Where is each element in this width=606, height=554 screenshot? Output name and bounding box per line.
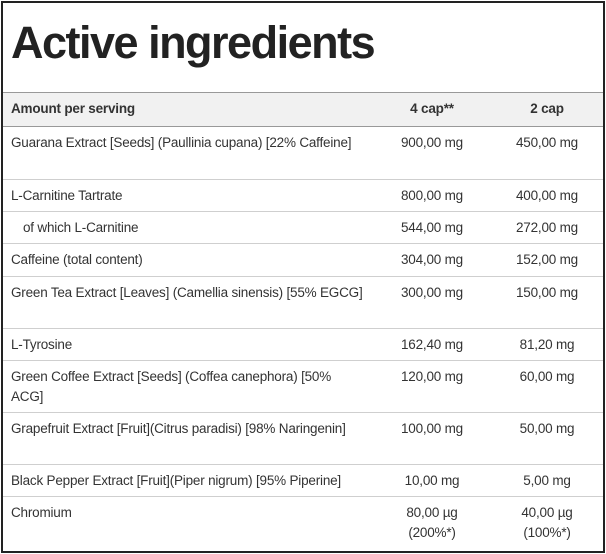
header-row: Amount per serving 4 cap** 2 cap bbox=[3, 92, 603, 127]
table-row: Guarana Extract [Seeds] (Paullinia cupan… bbox=[3, 126, 603, 180]
title: Active ingredients bbox=[11, 17, 376, 68]
table-row: Caffeine (total content) 304,00 mg 152,00 … bbox=[3, 243, 603, 277]
header-cell: 4 cap** bbox=[373, 92, 491, 127]
amount-cell: 10,00 mg bbox=[373, 464, 491, 497]
ingredient-cell: Grapefruit Extract [Fruit](Citrus paradi… bbox=[3, 412, 373, 465]
amount-cell: 40,00 µg (100%*) bbox=[491, 497, 603, 549]
table-row: Grapefruit Extract [Fruit](Citrus paradi… bbox=[3, 412, 603, 465]
amount: 900,00 mg bbox=[401, 135, 463, 150]
amount: 544,00 mg bbox=[401, 220, 463, 235]
amount: 450,00 mg bbox=[516, 135, 578, 150]
header-cell: 2 cap bbox=[491, 92, 603, 127]
amount-cell: 100,00 mg bbox=[373, 412, 491, 465]
amount: 400,00 mg bbox=[516, 188, 578, 203]
ingredient-cell: L-Tyrosine bbox=[3, 328, 373, 361]
amount: 40,00 µg (100%*) bbox=[521, 505, 573, 540]
amount: 152,00 mg bbox=[516, 252, 578, 267]
amount: 272,00 mg bbox=[516, 220, 578, 235]
amount-cell: 544,00 mg bbox=[373, 211, 491, 244]
amount-cell: 400,00 mg bbox=[491, 179, 603, 212]
amount-cell: 304,00 mg bbox=[373, 243, 491, 277]
amount: 150,00 mg bbox=[516, 285, 578, 300]
table-row: L-Carnitine Tartrate 800,00 mg 400,00 mg bbox=[3, 179, 603, 212]
ingredient-cell: Guarana Extract [Seeds] (Paullinia cupan… bbox=[3, 126, 373, 180]
table-row: Green Coffee Extract [Seeds] (Coffea can… bbox=[3, 360, 603, 413]
amount: 300,00 mg bbox=[401, 285, 463, 300]
amount: 120,00 mg bbox=[401, 369, 463, 384]
amount-cell: 162,40 mg bbox=[373, 328, 491, 361]
amount: 5,00 mg bbox=[523, 473, 571, 488]
amount-cell: 300,00 mg bbox=[373, 276, 491, 329]
table-row: L-Tyrosine 162,40 mg 81,20 mg bbox=[3, 328, 603, 361]
amount-cell: 150,00 mg bbox=[491, 276, 603, 329]
amount-cell: 450,00 mg bbox=[491, 126, 603, 180]
amount-cell: 80,00 µg (200%*) bbox=[373, 497, 491, 549]
amount: 80,00 µg (200%*) bbox=[406, 505, 458, 540]
amount-cell: 60,00 mg bbox=[491, 360, 603, 413]
ingredient-cell: Black Pepper Extract [Fruit](Piper nigru… bbox=[3, 464, 373, 497]
amount-cell: 120,00 mg bbox=[373, 360, 491, 413]
header-cell: Amount per serving bbox=[3, 92, 373, 127]
amount-cell: 800,00 mg bbox=[373, 179, 491, 212]
amount-cell: 152,00 mg bbox=[491, 243, 603, 277]
ingredient-cell: Green Coffee Extract [Seeds] (Coffea can… bbox=[3, 360, 373, 413]
table-row: Chromium 80,00 µg (200%*) 40,00 µg (100%*) bbox=[3, 497, 603, 549]
amount-cell: 50,00 mg bbox=[491, 412, 603, 465]
ingredient-cell: Green Tea Extract [Leaves] (Camellia sin… bbox=[3, 276, 373, 329]
amount: 800,00 mg bbox=[401, 188, 463, 203]
table-row: Black Pepper Extract [Fruit](Piper nigru… bbox=[3, 464, 603, 497]
ingredient-cell: Chromium bbox=[11, 505, 72, 520]
ingredient-cell: Caffeine (total content) bbox=[3, 243, 373, 277]
ingredient-cell: of which L-Carnitine bbox=[3, 211, 373, 244]
table-row: Green Tea Extract [Leaves] (Camellia sin… bbox=[3, 276, 603, 329]
table-row: of which L-Carnitine 544,00 mg 272,00 mg bbox=[3, 211, 603, 244]
amount-cell: 81,20 mg bbox=[491, 328, 603, 361]
amount: 81,20 mg bbox=[519, 337, 575, 352]
amount: 50,00 mg bbox=[519, 421, 575, 436]
amount-cell: 272,00 mg bbox=[491, 211, 603, 244]
ingredient-cell: L-Carnitine Tartrate bbox=[3, 179, 373, 212]
amount-cell: 5,00 mg bbox=[491, 464, 603, 497]
amount: 60,00 mg bbox=[519, 369, 575, 384]
amount: 100,00 mg bbox=[401, 421, 463, 436]
amount: 162,40 mg bbox=[401, 337, 463, 352]
amount: 304,00 mg bbox=[401, 252, 463, 267]
ingredients-table: Amount per serving 4 cap** 2 cap Guarana E… bbox=[3, 92, 603, 549]
amount-cell: 900,00 mg bbox=[373, 126, 491, 180]
amount: 10,00 mg bbox=[404, 473, 460, 488]
